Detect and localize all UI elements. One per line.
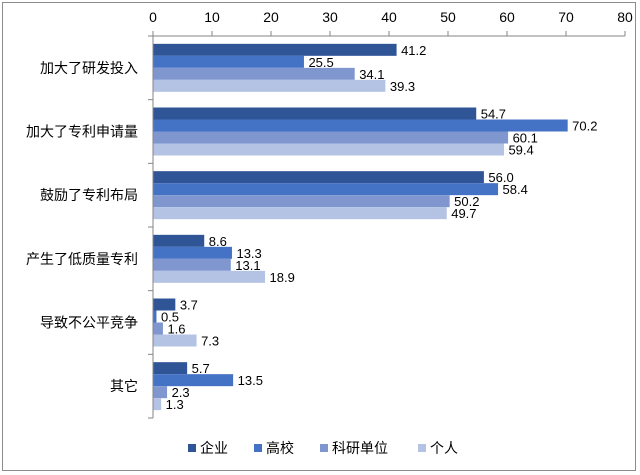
data-label: 34.1	[359, 67, 384, 82]
x-tick-label: 40	[381, 9, 397, 25]
bar	[153, 234, 205, 247]
data-label: 18.9	[270, 270, 295, 285]
bar	[153, 270, 266, 283]
legend-label: 企业	[200, 440, 228, 456]
data-label: 50.2	[454, 194, 479, 209]
data-labels: 41.2 25.5 34.1 39.3 54.7 70.2 60.159.4 56.058.4…	[161, 43, 598, 412]
data-label: 8.6	[209, 234, 227, 249]
data-label: 60.1	[513, 131, 538, 146]
data-label: 1.6	[167, 322, 185, 337]
bar	[153, 171, 484, 184]
bar	[153, 131, 509, 144]
data-label: 1.3	[166, 397, 184, 412]
data-label: 58.4	[503, 182, 528, 197]
data-label: 13.3	[236, 246, 261, 261]
data-label: 3.7	[180, 298, 198, 313]
data-label: 39.3	[390, 79, 415, 94]
bar	[153, 119, 568, 132]
x-tick-label: 60	[499, 9, 515, 25]
legend-swatch	[254, 444, 262, 452]
bar	[153, 310, 157, 323]
x-tick-label: 10	[204, 9, 220, 25]
bar	[153, 246, 232, 259]
legend-swatch	[188, 444, 196, 452]
bars	[153, 43, 568, 411]
bar	[153, 374, 234, 387]
data-label: 0.5	[161, 310, 179, 325]
data-label: 5.7	[192, 361, 210, 376]
data-label: 25.5	[308, 55, 333, 70]
data-label: 2.3	[172, 385, 190, 400]
category-label: 鼓励了专利布局	[40, 187, 138, 203]
x-tick-label: 30	[322, 9, 338, 25]
x-tick-label: 80	[617, 9, 633, 25]
bar	[153, 258, 231, 271]
bar	[153, 55, 304, 68]
legend-swatch	[320, 444, 328, 452]
legend: 企业 高校 科研单位 个人	[188, 440, 458, 456]
x-tick-label: 20	[263, 9, 279, 25]
data-label: 13.1	[235, 258, 260, 273]
axes: 0 10 20 30 40 50 60 70 80 加大了研发投入加大了专利申请量鼓励了专利布局产…	[26, 9, 633, 419]
bar	[153, 334, 197, 347]
legend-label: 科研单位	[332, 440, 388, 456]
bar	[153, 298, 176, 311]
legend-label: 高校	[266, 440, 294, 456]
bar	[153, 143, 504, 156]
data-label: 59.4	[508, 143, 533, 158]
bar	[153, 207, 447, 220]
x-tick-label: 70	[558, 9, 574, 25]
category-label: 产生了低质量专利	[26, 251, 138, 267]
legend-swatch	[418, 444, 426, 452]
data-label: 49.7	[451, 206, 476, 221]
bar	[153, 67, 355, 80]
bar	[153, 398, 162, 411]
bar	[153, 107, 477, 120]
data-label: 70.2	[572, 119, 597, 134]
bar	[153, 386, 168, 399]
bar	[153, 43, 397, 56]
data-label: 13.5	[238, 373, 263, 388]
legend-label: 个人	[430, 440, 458, 456]
bar	[153, 183, 499, 196]
x-tick-label: 0	[149, 9, 157, 25]
category-label: 其它	[110, 378, 138, 394]
x-tick-label: 50	[440, 9, 456, 25]
category-label: 导致不公平竞争	[40, 315, 138, 331]
category-label: 加大了研发投入	[40, 60, 138, 76]
bar	[153, 362, 188, 375]
bar	[153, 195, 450, 208]
data-label: 7.3	[201, 334, 219, 349]
data-label: 41.2	[401, 43, 426, 58]
category-label: 加大了专利申请量	[26, 124, 138, 140]
bar	[153, 79, 386, 92]
data-label: 54.7	[481, 107, 506, 122]
data-label: 56.0	[488, 170, 513, 185]
bar	[153, 322, 163, 335]
